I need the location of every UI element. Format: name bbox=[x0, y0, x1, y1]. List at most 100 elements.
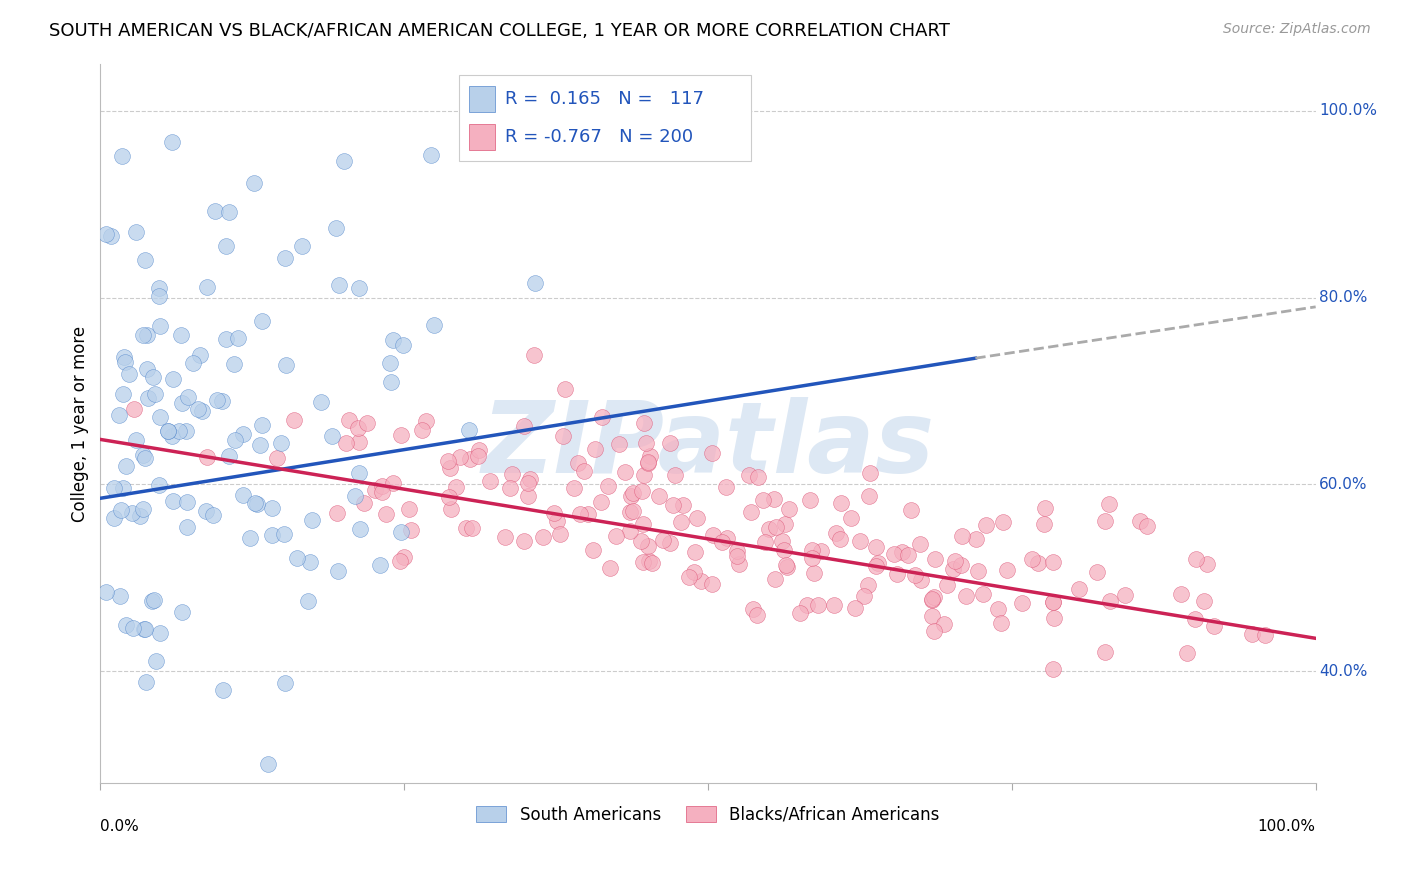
Point bbox=[143, 387, 166, 401]
Point bbox=[337, 413, 360, 427]
Point bbox=[943, 554, 966, 568]
Point bbox=[103, 482, 125, 496]
Point bbox=[274, 251, 297, 265]
Point bbox=[142, 370, 165, 384]
Point bbox=[149, 626, 172, 640]
Point bbox=[799, 493, 821, 508]
Point bbox=[921, 592, 943, 607]
Point bbox=[274, 675, 297, 690]
Point bbox=[858, 467, 880, 481]
Point bbox=[134, 622, 156, 636]
Point bbox=[932, 616, 955, 631]
Point bbox=[311, 395, 333, 409]
Point bbox=[800, 542, 823, 557]
Point bbox=[614, 466, 637, 480]
Text: 100.0%: 100.0% bbox=[1258, 819, 1316, 834]
Point bbox=[1021, 552, 1043, 566]
Point bbox=[950, 558, 973, 573]
Point bbox=[702, 528, 724, 542]
Point bbox=[778, 501, 800, 516]
Point bbox=[754, 534, 776, 549]
Point bbox=[111, 149, 134, 163]
Point bbox=[103, 510, 125, 524]
Point bbox=[325, 220, 347, 235]
Point bbox=[112, 481, 135, 495]
Point bbox=[381, 334, 404, 348]
Point bbox=[134, 622, 156, 636]
Point bbox=[285, 550, 308, 565]
Text: R =  0.165   N =   117: R = 0.165 N = 117 bbox=[505, 90, 704, 108]
Point bbox=[389, 428, 412, 442]
Point bbox=[543, 506, 565, 520]
Point bbox=[204, 204, 226, 219]
Point bbox=[349, 523, 371, 537]
Point bbox=[1042, 595, 1064, 609]
Text: 0.0%: 0.0% bbox=[100, 819, 139, 834]
Point bbox=[523, 348, 546, 362]
Point bbox=[162, 136, 184, 150]
Point bbox=[965, 532, 987, 546]
Point bbox=[1197, 557, 1219, 571]
Point bbox=[633, 416, 655, 430]
Point bbox=[1043, 611, 1066, 625]
Point bbox=[686, 511, 709, 525]
Point bbox=[740, 505, 762, 519]
Point bbox=[108, 589, 131, 603]
Point bbox=[125, 225, 148, 239]
Point bbox=[620, 489, 643, 503]
Point bbox=[218, 205, 240, 219]
Point bbox=[574, 464, 596, 478]
Point bbox=[1067, 582, 1090, 596]
Point bbox=[631, 516, 654, 531]
Point bbox=[621, 504, 644, 518]
Point bbox=[121, 621, 143, 635]
Point bbox=[246, 497, 269, 511]
Point bbox=[356, 416, 378, 430]
Point bbox=[576, 507, 599, 521]
Point bbox=[554, 383, 576, 397]
Point bbox=[738, 468, 761, 483]
Point bbox=[987, 602, 1010, 616]
Point bbox=[94, 227, 117, 241]
Point bbox=[149, 410, 172, 425]
Point bbox=[631, 556, 654, 570]
Point bbox=[411, 424, 433, 438]
Point bbox=[823, 598, 845, 612]
Point bbox=[1011, 596, 1033, 610]
Point bbox=[115, 617, 138, 632]
Point bbox=[326, 564, 349, 578]
FancyBboxPatch shape bbox=[458, 75, 751, 161]
Point bbox=[1240, 627, 1263, 641]
Point bbox=[107, 408, 129, 422]
Point bbox=[347, 466, 370, 480]
Text: 100.0%: 100.0% bbox=[1319, 103, 1378, 119]
Point bbox=[661, 498, 683, 512]
Point bbox=[758, 522, 780, 536]
Point bbox=[260, 527, 283, 541]
Point bbox=[648, 489, 671, 503]
Point bbox=[598, 478, 620, 492]
Point bbox=[392, 338, 415, 352]
Point bbox=[519, 472, 541, 486]
Point bbox=[389, 525, 412, 540]
Point bbox=[135, 675, 157, 690]
Point bbox=[368, 558, 391, 572]
Text: Source: ZipAtlas.com: Source: ZipAtlas.com bbox=[1223, 22, 1371, 37]
Point bbox=[865, 558, 887, 573]
Point bbox=[796, 598, 818, 612]
Point bbox=[683, 566, 706, 580]
Point bbox=[516, 475, 538, 490]
Point bbox=[375, 507, 398, 521]
Point bbox=[725, 549, 748, 563]
Text: 60.0%: 60.0% bbox=[1319, 476, 1368, 491]
Point bbox=[131, 328, 153, 343]
Point bbox=[266, 451, 288, 466]
Point bbox=[239, 531, 262, 545]
Point bbox=[789, 606, 811, 620]
Point bbox=[569, 507, 592, 521]
Point bbox=[195, 280, 218, 294]
Point bbox=[800, 550, 823, 565]
Point bbox=[156, 424, 179, 438]
Point bbox=[458, 452, 481, 467]
Point bbox=[810, 544, 832, 558]
